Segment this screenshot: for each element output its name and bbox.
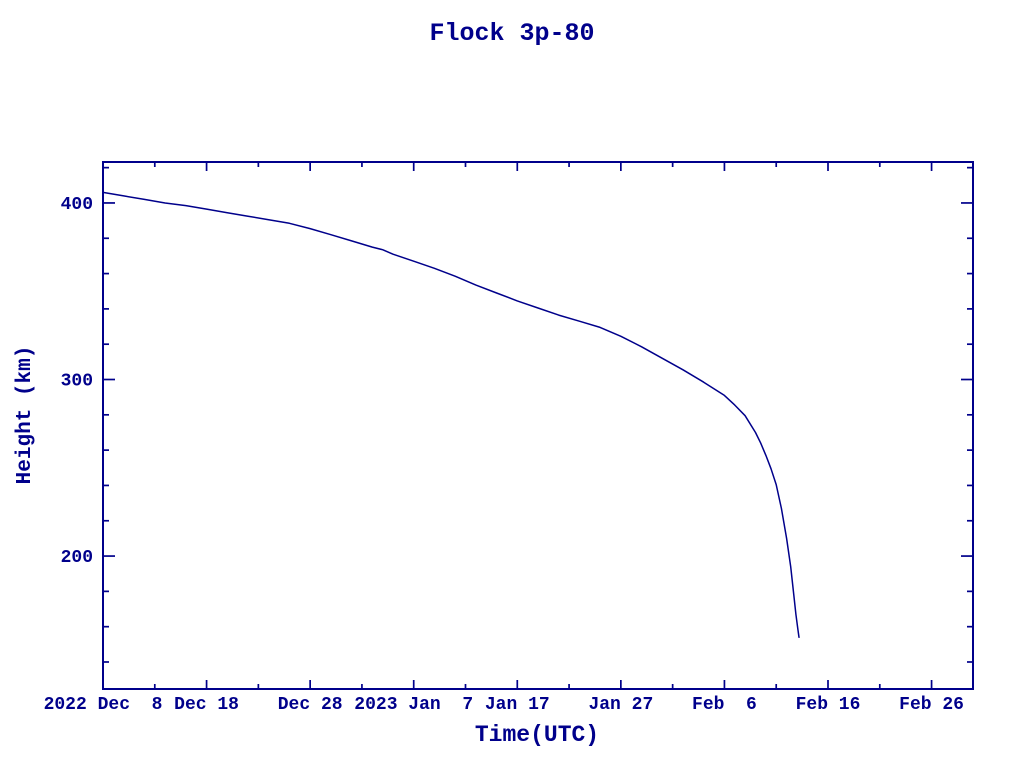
y-tick-label: 300	[61, 372, 93, 392]
x-tick-label: Jan 27	[588, 695, 653, 715]
x-tick-label: Jan 17	[485, 695, 550, 715]
x-axis-label: Time(UTC)	[475, 722, 599, 748]
y-tick-label: 200	[61, 548, 93, 568]
x-tick-label: Feb 16	[796, 695, 861, 715]
x-tick-label: Dec 18	[174, 695, 239, 715]
chart-title: Flock 3p-80	[429, 19, 594, 48]
x-tick-label: Dec 28	[278, 695, 343, 715]
decay-curve	[102, 191, 800, 639]
axis-ticks	[102, 162, 973, 689]
x-tick-labels: 2022 Dec 8 Dec 18 Dec 28 2023 Jan 7 Jan 17 Ja…	[44, 695, 964, 715]
height-decay-line	[102, 191, 800, 639]
x-tick-label: Feb 6	[692, 695, 757, 715]
y-tick-label: 400	[61, 195, 93, 215]
y-axis-label: Height (km)	[14, 346, 37, 485]
x-tick-label: 2022 Dec 8	[44, 695, 163, 715]
plot-frame-rect	[102, 161, 974, 690]
x-tick-label: 2023 Jan 7	[354, 695, 473, 715]
plot-frame	[102, 161, 974, 690]
y-tick-labels: 200 300 400	[61, 195, 93, 568]
x-tick-label: Feb 26	[899, 695, 964, 715]
